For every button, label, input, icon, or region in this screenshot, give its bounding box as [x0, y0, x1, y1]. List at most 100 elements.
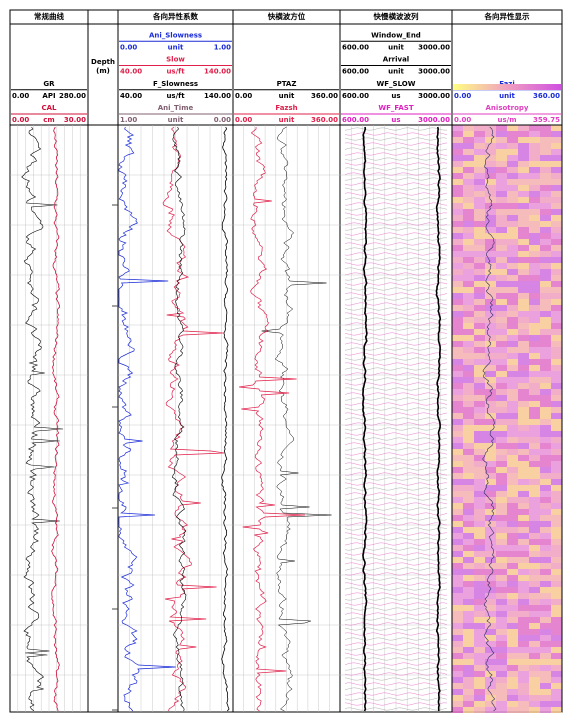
image-cell — [474, 551, 485, 557]
image-cell — [529, 395, 540, 401]
image-cell — [518, 185, 529, 191]
image-cell — [518, 269, 529, 275]
image-cell — [474, 233, 485, 239]
image-cell — [463, 245, 474, 251]
waveform — [344, 602, 448, 606]
curve-max: 360.00 — [533, 92, 560, 100]
image-cell — [496, 545, 507, 551]
image-cell — [474, 617, 485, 623]
image-cell — [551, 413, 562, 419]
image-cell — [507, 173, 518, 179]
waveform — [344, 297, 448, 301]
image-cell — [485, 641, 496, 647]
image-cell — [496, 419, 507, 425]
image-cell — [529, 353, 540, 359]
image-cell — [496, 647, 507, 653]
image-cell — [551, 125, 562, 131]
image-cell — [463, 641, 474, 647]
image-cell — [551, 293, 562, 299]
image-cell — [474, 455, 485, 461]
image-cell — [551, 431, 562, 437]
image-cell — [474, 383, 485, 389]
image-cell — [496, 245, 507, 251]
image-cell — [518, 377, 529, 383]
image-cell — [529, 599, 540, 605]
image-cell — [496, 551, 507, 557]
image-cell — [507, 449, 518, 455]
image-cell — [540, 533, 551, 539]
image-cell — [518, 581, 529, 587]
log-curve — [162, 126, 225, 712]
image-cell — [540, 221, 551, 227]
image-cell — [540, 503, 551, 509]
curve-name: WF_SLOW — [377, 80, 416, 88]
image-cell — [540, 347, 551, 353]
image-cell — [485, 179, 496, 185]
waveform — [344, 247, 448, 251]
image-cell — [540, 623, 551, 629]
track-title: 常规曲线 — [34, 11, 64, 21]
image-cell — [529, 401, 540, 407]
curve-unit: us — [391, 116, 400, 124]
waveform — [344, 552, 448, 556]
image-cell — [507, 365, 518, 371]
image-cell — [496, 569, 507, 575]
image-cell — [540, 449, 551, 455]
image-cell — [485, 575, 496, 581]
image-cell — [518, 305, 529, 311]
image-cell — [463, 443, 474, 449]
image-cell — [474, 641, 485, 647]
image-cell — [485, 443, 496, 449]
image-cell — [452, 395, 463, 401]
waveform — [345, 557, 448, 561]
image-cell — [540, 431, 551, 437]
image-cell — [474, 341, 485, 347]
waveform — [344, 257, 448, 261]
image-cell — [540, 455, 551, 461]
image-cell — [540, 227, 551, 233]
waveform — [345, 337, 448, 341]
track-title: 各向异性系数 — [152, 11, 198, 21]
image-cell — [463, 575, 474, 581]
image-cell — [485, 539, 496, 545]
image-cell — [540, 641, 551, 647]
image-cell — [474, 371, 485, 377]
image-cell — [540, 203, 551, 209]
image-cell — [518, 455, 529, 461]
image-cell — [518, 209, 529, 215]
image-cell — [485, 233, 496, 239]
waveform — [344, 632, 448, 636]
waveform — [344, 662, 448, 666]
image-cell — [551, 167, 562, 173]
waveform — [344, 502, 448, 506]
image-cell — [529, 179, 540, 185]
image-cell — [540, 299, 551, 305]
image-cell — [463, 479, 474, 485]
image-cell — [496, 233, 507, 239]
image-cell — [551, 509, 562, 515]
image-cell — [496, 431, 507, 437]
image-cell — [474, 611, 485, 617]
image-cell — [529, 125, 540, 131]
image-cell — [518, 431, 529, 437]
image-cell — [551, 227, 562, 233]
image-cell — [496, 341, 507, 347]
waveform — [344, 657, 448, 661]
image-cell — [452, 173, 463, 179]
image-cell — [485, 551, 496, 557]
image-cell — [474, 443, 485, 449]
image-cell — [518, 293, 529, 299]
image-cell — [463, 401, 474, 407]
image-cell — [551, 635, 562, 641]
image-cell — [485, 527, 496, 533]
image-cell — [485, 251, 496, 257]
image-cell — [485, 587, 496, 593]
waveform — [344, 422, 448, 426]
image-cell — [474, 221, 485, 227]
curve-min: 0.00 — [235, 92, 252, 100]
image-cell — [507, 149, 518, 155]
image-cell — [485, 407, 496, 413]
image-cell — [529, 539, 540, 545]
image-cell — [452, 443, 463, 449]
image-cell — [551, 311, 562, 317]
